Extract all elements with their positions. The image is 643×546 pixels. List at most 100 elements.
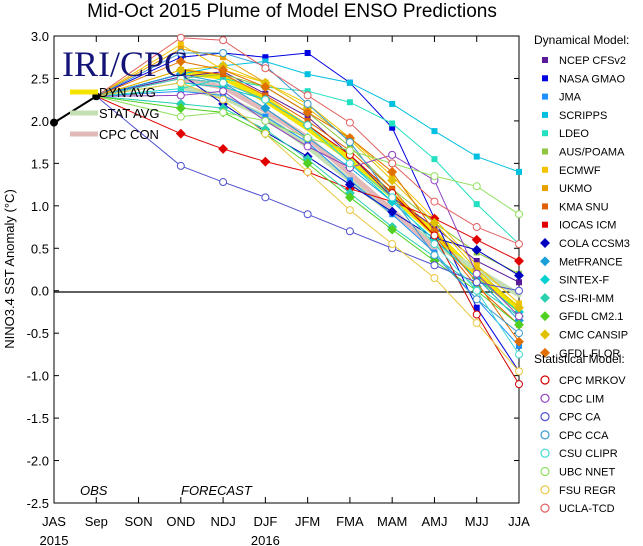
legend-label: COLA CCSM3 — [559, 238, 630, 250]
y-tick-label: 0.0 — [31, 284, 49, 299]
model-point — [514, 302, 524, 313]
model-point — [472, 182, 481, 191]
legend-marker — [540, 311, 550, 322]
legend-label: IOCAS ICM — [559, 220, 616, 232]
model-legend: Dynamical Model: NCEP CFSv2 NASA GMAO JMA SC… — [534, 33, 630, 515]
legend-label: CSU CLIPR — [559, 448, 618, 460]
legend-marker — [542, 203, 548, 210]
x-tick-label: AMJ — [421, 514, 447, 529]
legend-marker — [542, 75, 548, 82]
model-point — [430, 240, 439, 249]
model-point — [260, 156, 271, 167]
model-point — [473, 304, 480, 311]
model-point — [304, 88, 311, 95]
model-series — [95, 33, 523, 249]
legend-label: SCRIPPS — [559, 110, 607, 122]
model-point — [515, 240, 523, 249]
model-point — [515, 329, 523, 338]
model-line — [96, 60, 520, 173]
y-tick-label: 0.5 — [31, 241, 49, 256]
year-label: 2016 — [251, 533, 280, 546]
x-tick-label: NDJ — [210, 514, 235, 529]
model-point — [303, 121, 312, 130]
legend-label: CPC CCA — [559, 430, 609, 442]
model-point — [262, 58, 269, 65]
legend-label: NASA GMAO — [559, 73, 625, 85]
x-tick-label: JJA — [508, 514, 530, 529]
model-point — [430, 172, 439, 181]
legend-marker — [540, 466, 550, 477]
model-point — [220, 92, 227, 99]
model-point — [472, 318, 481, 327]
model-point — [515, 210, 523, 219]
legend-marker — [542, 221, 548, 228]
model-point — [261, 116, 270, 125]
model-point — [388, 150, 397, 159]
model-point — [176, 91, 185, 100]
y-tick-label: -2.5 — [27, 496, 49, 511]
model-point — [516, 168, 522, 175]
model-point — [261, 95, 270, 104]
model-point — [472, 269, 481, 278]
legend-marker — [542, 57, 548, 63]
model-point — [304, 71, 311, 78]
legend-label: UKMO — [559, 183, 592, 195]
model-point — [515, 350, 523, 359]
x-tick-label: SON — [124, 514, 152, 529]
avg-legend-label: CPC CON — [99, 127, 159, 142]
model-point — [220, 54, 227, 61]
legend-marker — [540, 292, 550, 303]
legend-label: CPC CA — [559, 412, 601, 424]
legend-marker — [540, 329, 550, 340]
model-point — [387, 224, 398, 235]
model-point — [303, 167, 312, 176]
legend-marker — [540, 503, 550, 513]
model-point — [387, 206, 398, 217]
model-point — [176, 112, 185, 121]
legend-label: GFDL FLOR — [559, 348, 620, 360]
legend-label: NCEP CFSv2 — [559, 55, 626, 67]
model-line — [96, 95, 520, 215]
legend-marker — [542, 111, 548, 118]
legend-marker — [540, 347, 550, 358]
legend-label: JMA — [559, 92, 582, 104]
legend-marker — [540, 393, 550, 403]
legend-label: CS-IRI-MM — [559, 293, 614, 305]
legend-marker — [540, 430, 550, 440]
y-tick-label: -0.5 — [27, 326, 49, 341]
model-point — [345, 227, 354, 236]
y-axis-label: NINO3.4 SST Anomaly (°C) — [2, 189, 17, 349]
legend-label: CPC MRKOV — [559, 375, 626, 387]
model-point — [472, 295, 481, 304]
model-point — [303, 99, 312, 108]
model-point — [515, 312, 523, 321]
model-point — [471, 245, 482, 255]
statistical-legend-title: Statistical Model: — [534, 352, 625, 366]
model-point — [431, 128, 438, 135]
model-line — [96, 90, 520, 317]
model-point — [387, 166, 398, 177]
legend-marker — [542, 166, 548, 173]
model-point — [303, 210, 312, 219]
averages-legend: DYN AVG STAT AVG CPC CON — [70, 85, 159, 142]
avg-legend-label: STAT AVG — [99, 106, 159, 121]
legend-marker — [540, 274, 550, 285]
model-point — [389, 185, 396, 192]
x-tick-label: OND — [166, 514, 195, 529]
legend-label: UBC NNET — [559, 467, 616, 479]
x-tick-label: MJJ — [465, 514, 489, 529]
observed-point — [50, 118, 58, 127]
year-label: 2015 — [40, 533, 69, 546]
model-line — [96, 52, 520, 372]
legend-marker — [540, 448, 550, 458]
model-point — [472, 223, 481, 232]
model-point — [177, 45, 184, 52]
iri-cpc-logo: IRI/CPC — [62, 44, 188, 84]
legend-marker — [542, 93, 548, 100]
model-point — [471, 234, 482, 245]
model-point — [175, 103, 186, 114]
model-point — [431, 156, 438, 163]
model-point — [388, 240, 397, 249]
legend-marker — [540, 256, 550, 267]
model-point — [473, 201, 480, 208]
